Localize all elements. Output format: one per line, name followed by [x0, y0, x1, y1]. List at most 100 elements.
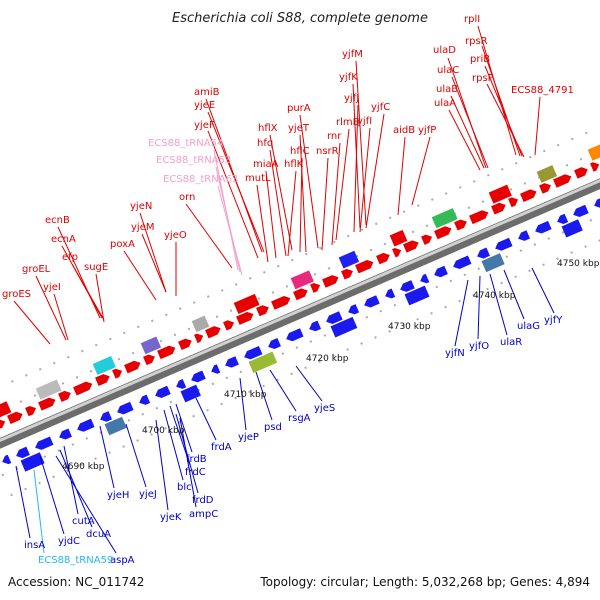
forward-gene-arrow [0, 419, 6, 429]
reverse-gene-arrow [364, 295, 380, 308]
tick-mark [136, 439, 139, 442]
tick-mark [360, 342, 363, 345]
tick-mark [481, 200, 485, 203]
tick-mark [178, 307, 182, 310]
gene-arrow [157, 345, 176, 360]
gene-label: rpsR [465, 36, 488, 47]
tick-mark [10, 380, 14, 383]
gene-arrow [454, 219, 467, 231]
tick-mark [43, 455, 47, 458]
gene-label: orn [179, 192, 195, 203]
tick-mark [24, 487, 27, 491]
tick-mark [206, 295, 210, 298]
tick-mark [89, 369, 93, 373]
leader-line [450, 95, 485, 169]
gene-arrow [143, 354, 155, 366]
leader-line [207, 111, 265, 253]
gene-arrow [508, 197, 519, 208]
tick-mark [66, 355, 70, 359]
tick-mark [187, 327, 191, 331]
gene-label: rpsF [472, 73, 494, 84]
gene-label: rlmB [336, 117, 360, 128]
reverse-gene-arrow [2, 454, 12, 465]
leader-line [55, 455, 117, 554]
leader-line [287, 170, 297, 257]
gene-arrow [112, 368, 123, 379]
gene-label: cutA [72, 516, 95, 527]
gene-arrow [95, 374, 110, 386]
gene-arrow [421, 234, 433, 245]
tick-mark [430, 311, 433, 315]
tick-mark [108, 337, 112, 341]
label-leader-lines [13, 25, 555, 554]
tick-mark [402, 324, 405, 327]
tick-mark [556, 257, 559, 260]
leader-line [195, 397, 217, 441]
gene-label: yjfI [357, 116, 372, 127]
gene-arrow [376, 252, 390, 265]
tick-mark [281, 352, 285, 355]
tick-mark [169, 400, 173, 404]
gene-arrow [518, 230, 531, 241]
forward-gene-arrow [293, 288, 308, 301]
gene-block [35, 379, 62, 400]
gene-arrow [271, 295, 291, 310]
tick-mark [57, 449, 61, 452]
tick-mark [374, 336, 377, 339]
gene-block [330, 316, 358, 338]
gene-label: ECS88_tRNA63 [163, 174, 238, 185]
reverse-gene-arrow [139, 394, 151, 405]
tick-mark [332, 354, 335, 357]
gene-label: yjfY [544, 315, 563, 326]
tick-mark [215, 315, 219, 319]
reverse-gene-arrow [573, 204, 589, 218]
gene-label: yjeP [238, 432, 259, 443]
reverse-gene-arrow [453, 255, 472, 269]
gene-label: ulaD [433, 45, 456, 56]
gene-label: ECS88_tRNA53 [156, 155, 231, 166]
tick-mark [323, 334, 327, 337]
gene-label: rplI [464, 14, 480, 25]
tick-mark [528, 269, 531, 273]
gene-label: aidB [393, 125, 415, 136]
leader-line [477, 275, 481, 340]
forward-gene-arrow [223, 320, 235, 331]
gene-arrow [58, 390, 71, 402]
reverse-gene-arrow [326, 311, 343, 324]
leader-line [71, 263, 105, 321]
gene-block [536, 165, 558, 183]
tick-mark [346, 348, 349, 351]
tick-mark [565, 163, 569, 167]
leader-line [531, 267, 555, 314]
gene-arrow [539, 183, 551, 194]
gene-label: ecnA [51, 234, 76, 245]
leader-line [139, 212, 167, 293]
tick-mark [369, 248, 373, 252]
tick-mark [374, 222, 378, 226]
genome-stats-text: Topology: circular; Length: 5,032,268 bp… [259, 575, 590, 589]
leader-line [141, 233, 167, 293]
reverse-gene-arrow [59, 428, 72, 440]
leader-line [33, 469, 45, 554]
tick-mark [379, 309, 383, 313]
kbp-label: 4730 kbp [388, 322, 431, 332]
tick-mark [458, 186, 462, 189]
gene-label: ampC [189, 509, 218, 520]
leader-line [207, 130, 259, 259]
tick-mark [542, 263, 545, 267]
tick-mark [155, 406, 159, 410]
tick-mark [85, 437, 89, 440]
gene-label: sugE [84, 262, 108, 273]
tick-mark [52, 361, 56, 365]
reverse-gene-arrow [35, 436, 54, 450]
gene-arrow [178, 338, 192, 351]
tick-mark [141, 412, 145, 416]
gene-arrow [590, 162, 600, 172]
forward-gene-arrow [236, 311, 254, 325]
leader-line [321, 157, 329, 251]
leader-line [39, 455, 65, 535]
tick-mark [458, 299, 461, 303]
kbp-scale-labels: 4690 kbp 4700 kbp 4710 kbp 4720 kbp 4730… [62, 259, 600, 472]
gene-block [180, 384, 201, 403]
